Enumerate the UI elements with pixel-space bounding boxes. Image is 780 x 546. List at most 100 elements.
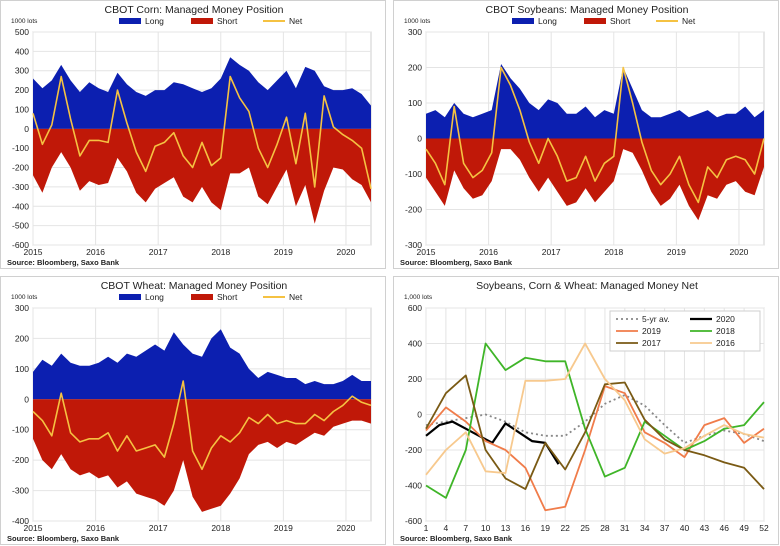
legend-label: 2017 [642, 338, 661, 348]
legend-label-net: Net [289, 292, 303, 302]
legend-swatch-short [191, 18, 213, 24]
net-line [425, 66, 765, 204]
y-tick-label: -400 [405, 481, 422, 491]
chart-title: CBOT Soybeans: Managed Money Position [486, 4, 689, 16]
x-tick-label: 2016 [86, 247, 105, 257]
x-tick-label: 22 [560, 523, 570, 533]
y-tick-label: -600 [405, 516, 422, 526]
legend-label: 2020 [716, 314, 735, 324]
x-tick-label: 2019 [274, 247, 293, 257]
y-tick-label: 200 [408, 374, 422, 384]
y-tick-label: -100 [12, 143, 29, 153]
legend-label-short: Short [217, 16, 238, 26]
short-area [33, 399, 371, 512]
chart-title: CBOT Wheat: Managed Money Position [101, 280, 288, 292]
legend-label-long: Long [145, 292, 164, 302]
chart-title: Soybeans, Corn & Wheat: Managed Money Ne… [476, 280, 698, 292]
corn-chart: CBOT Corn: Managed Money Position 1000 lo… [7, 4, 372, 267]
y-tick-label: -600 [12, 240, 29, 250]
x-tick-label: 37 [660, 523, 670, 533]
x-tick-label: 2018 [211, 247, 230, 257]
legend-swatch-long [119, 294, 141, 300]
short-area [33, 128, 371, 224]
y-unit-label: 1,000 lots [404, 294, 433, 301]
y-tick-label: -500 [12, 221, 29, 231]
legend-label-net: Net [682, 16, 696, 26]
x-tick-label: 13 [501, 523, 511, 533]
y-tick-label: -100 [12, 425, 29, 435]
y-tick-label: -400 [12, 516, 29, 526]
wheat-chart-panel: CBOT Wheat: Managed Money Position 1000 l… [0, 276, 386, 545]
legend-label-long: Long [538, 16, 557, 26]
net-line [32, 75, 372, 189]
y-tick-label: 0 [417, 134, 422, 144]
long-area [426, 64, 764, 139]
y-tick-label: 400 [15, 46, 29, 56]
y-tick-label: -300 [405, 240, 422, 250]
x-tick-label: 2020 [730, 247, 749, 257]
y-tick-label: 200 [408, 63, 422, 73]
x-tick-label: 4 [444, 523, 449, 533]
x-tick-label: 52 [759, 523, 769, 533]
x-tick-label: 2017 [149, 523, 168, 533]
series-line-2019 [425, 385, 765, 512]
y-tick-label: 500 [15, 27, 29, 37]
x-tick-label: 40 [680, 523, 690, 533]
wheat-chart: CBOT Wheat: Managed Money Position 1000 l… [7, 280, 372, 543]
corn-chart-panel: CBOT Corn: Managed Money Position 1000 lo… [0, 0, 386, 269]
y-tick-label: 200 [15, 85, 29, 95]
x-tick-label: 2018 [604, 247, 623, 257]
series-line-2018 [425, 342, 765, 499]
y-tick-label: 0 [417, 410, 422, 420]
x-tick-label: 2017 [542, 247, 561, 257]
x-tick-label: 2020 [337, 247, 356, 257]
x-tick-label: 2018 [211, 523, 230, 533]
x-tick-label: 2020 [337, 523, 356, 533]
series-line-2020 [425, 420, 560, 465]
x-tick-label: 46 [720, 523, 730, 533]
x-tick-label: 2017 [149, 247, 168, 257]
legend-label-short: Short [610, 16, 631, 26]
y-unit-label: 1000 lots [11, 18, 38, 25]
y-tick-label: 600 [408, 303, 422, 313]
source-label: Source: Bloomberg, Saxo Bank [400, 534, 513, 543]
legend-label-short: Short [217, 292, 238, 302]
x-tick-label: 2015 [24, 247, 43, 257]
y-tick-label: -300 [12, 182, 29, 192]
legend-label: 5-yr av. [642, 314, 670, 324]
y-tick-label: 300 [15, 303, 29, 313]
x-tick-label: 31 [620, 523, 630, 533]
y-tick-label: 300 [408, 27, 422, 37]
y-tick-label: -200 [405, 445, 422, 455]
x-tick-label: 19 [541, 523, 551, 533]
source-label: Source: Bloomberg, Saxo Bank [7, 534, 120, 543]
net-line [32, 380, 372, 471]
legend-label-long: Long [145, 16, 164, 26]
y-unit-label: 1000 lots [404, 18, 431, 25]
legend-label-net: Net [289, 16, 303, 26]
series-line-2016 [425, 342, 765, 476]
x-tick-label: 2019 [667, 247, 686, 257]
source-label: Source: Bloomberg, Saxo Bank [7, 258, 120, 267]
y-tick-label: 400 [408, 339, 422, 349]
y-tick-label: 0 [24, 394, 29, 404]
x-tick-label: 2015 [24, 523, 43, 533]
net-comparison-chart-panel: Soybeans, Corn & Wheat: Managed Money Ne… [393, 276, 779, 545]
legend-box [609, 310, 761, 352]
x-tick-label: 1 [424, 523, 429, 533]
y-tick-label: -100 [405, 169, 422, 179]
legend-swatch-short [584, 18, 606, 24]
x-tick-label: 2015 [417, 247, 436, 257]
x-tick-label: 25 [580, 523, 590, 533]
long-area [33, 57, 371, 129]
y-tick-label: -200 [405, 205, 422, 215]
x-tick-label: 2019 [274, 523, 293, 533]
x-tick-label: 43 [700, 523, 710, 533]
source-label: Source: Bloomberg, Saxo Bank [400, 258, 513, 267]
legend-label: 2019 [642, 326, 661, 336]
x-tick-label: 10 [481, 523, 491, 533]
soybeans-chart-panel: CBOT Soybeans: Managed Money Position 100… [393, 0, 779, 269]
net-comparison-chart: Soybeans, Corn & Wheat: Managed Money Ne… [400, 280, 769, 543]
legend-swatch-short [191, 294, 213, 300]
x-tick-label: 34 [640, 523, 650, 533]
